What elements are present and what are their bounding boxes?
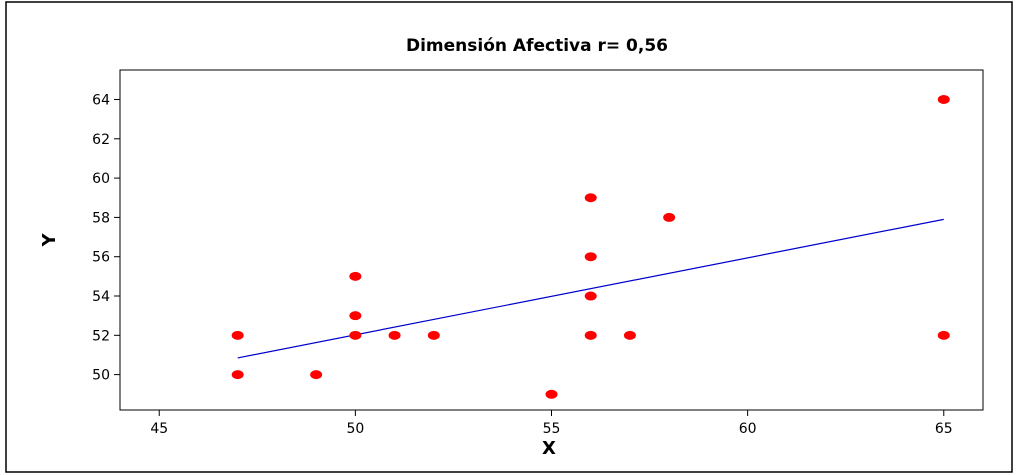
scatter-point — [310, 370, 323, 380]
scatter-point — [584, 291, 597, 301]
scatter-point — [584, 193, 597, 203]
x-tick-label: 65 — [935, 421, 953, 437]
y-axis-label: Y — [39, 233, 60, 248]
y-tick-label: 52 — [92, 328, 110, 344]
scatter-point — [937, 330, 950, 340]
y-tick-label: 56 — [92, 250, 110, 266]
scatter-point — [545, 389, 558, 399]
x-axis-ticks: 45 50 55 60 65 — [150, 410, 953, 437]
x-tick-label: 60 — [739, 421, 757, 437]
scatter-point — [349, 271, 362, 281]
scatter-point — [584, 252, 597, 262]
figure-border — [5, 1, 1013, 473]
x-tick-label: 55 — [543, 421, 561, 437]
y-axis-ticks: 50 52 54 56 58 60 62 64 — [92, 92, 120, 384]
scatter-point — [427, 330, 440, 340]
y-tick-label: 54 — [92, 289, 110, 305]
scatter-point — [663, 212, 676, 222]
y-tick-label: 50 — [92, 368, 110, 384]
scatter-point — [349, 330, 362, 340]
x-axis-label: X — [542, 438, 556, 459]
x-tick-label: 45 — [150, 421, 168, 437]
scatter-point — [231, 370, 244, 380]
y-tick-label: 58 — [92, 210, 110, 226]
scatter-point — [388, 330, 401, 340]
scatter-point — [623, 330, 636, 340]
scatter-point — [584, 330, 597, 340]
scatter-point — [349, 311, 362, 321]
y-tick-label: 60 — [92, 171, 110, 187]
chart-title: Dimensión Afectiva r= 0,56 — [406, 36, 668, 56]
x-tick-label: 50 — [346, 421, 364, 437]
scatter-point — [937, 94, 950, 104]
scatter-point — [231, 330, 244, 340]
y-tick-label: 62 — [92, 132, 110, 148]
y-tick-label: 64 — [92, 92, 110, 108]
data-points — [231, 94, 950, 399]
